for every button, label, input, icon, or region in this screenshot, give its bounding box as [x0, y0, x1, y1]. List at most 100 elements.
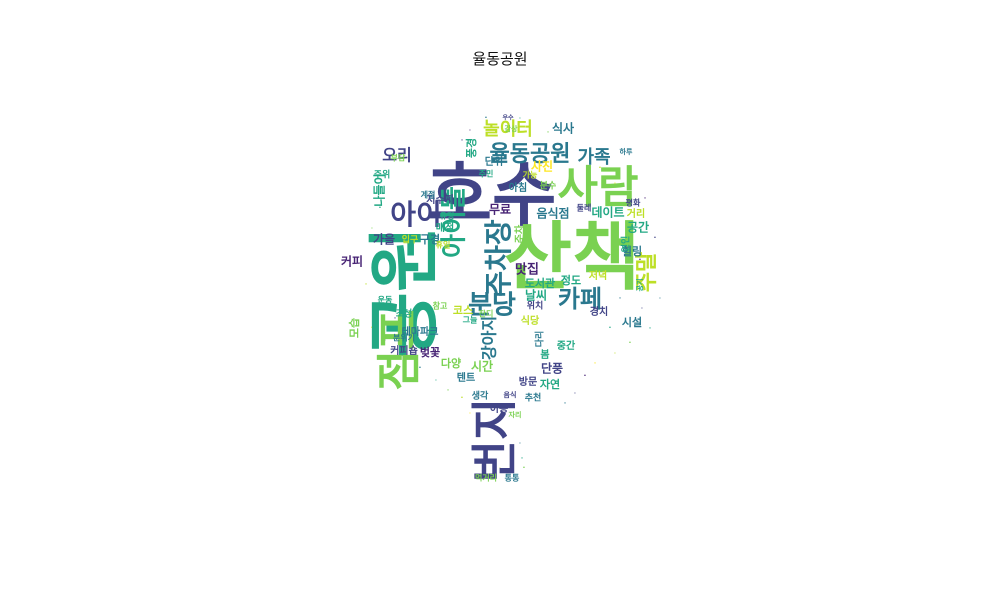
cloud-word: 공간 [627, 220, 649, 235]
cloud-word: 시간 [471, 359, 493, 374]
cloud-word: 우수 [502, 114, 514, 122]
filler-word: · [519, 441, 521, 447]
cloud-word: 참고 [433, 301, 448, 311]
filler-word: · [477, 425, 479, 432]
figure-title: 율동공원 [472, 50, 528, 68]
cloud-word: 이용 [490, 402, 508, 415]
cloud-word: 평화 [626, 198, 641, 208]
cloud-word: 연인 [621, 236, 632, 253]
cloud-word: 하루 [620, 147, 633, 156]
filler-word: · [547, 129, 549, 136]
cloud-word: 무료 [489, 203, 511, 217]
cloud-word: 위치 [527, 300, 544, 312]
cloud-word: 먹거리 [475, 473, 497, 483]
cloud-word: 부담 [391, 153, 406, 163]
cloud-word: 산책 [504, 215, 640, 301]
cloud-word: 음식점 [536, 206, 569, 221]
filler-word: · [384, 338, 386, 344]
filler-word: · [659, 296, 661, 302]
cloud-word: 카페 [558, 285, 602, 313]
filler-word: · [609, 324, 612, 332]
filler-word: · [371, 226, 373, 232]
cloud-word: 추천 [525, 392, 542, 404]
filler-word: · [574, 391, 576, 397]
filler-word: · [564, 400, 566, 407]
filler-word: · [435, 378, 437, 384]
filler-word: · [371, 324, 374, 332]
cloud-word: 번지 [468, 398, 522, 483]
cloud-word: 아이들 [440, 186, 470, 258]
cloud-word: 주차 [513, 224, 526, 243]
filler-word: · [584, 372, 587, 380]
filler-word: · [469, 128, 471, 134]
cloud-word: 나들이 [372, 173, 387, 206]
filler-word: · [523, 464, 526, 472]
filler-word: · [614, 181, 616, 187]
cloud-word: 거리 [627, 207, 645, 220]
cloud-word: 유명 [440, 211, 455, 221]
cloud-word: 계절 [421, 190, 436, 200]
filler-word: · [394, 315, 396, 322]
filler-word: · [499, 466, 501, 472]
filler-word: · [519, 116, 521, 122]
cloud-word: 방문 [519, 375, 537, 388]
cloud-word: 텐트 [457, 371, 475, 384]
cloud-word: 오리 [382, 146, 411, 165]
filler-word: · [469, 411, 471, 417]
cloud-word: 경치 [590, 305, 608, 318]
cloud-word: 음식 [504, 390, 517, 399]
cloud-word: 데이트 [591, 205, 624, 220]
cloud-word: 테마파크 [402, 325, 439, 338]
filler-word: · [487, 457, 489, 464]
cloud-word: 공원 [363, 226, 447, 358]
filler-word: · [419, 364, 422, 372]
cloud-word: 호수 [428, 154, 557, 236]
filler-word: · [644, 195, 646, 202]
cloud-word: 점프 [374, 310, 425, 391]
cloud-word: 힐링 [622, 244, 642, 258]
cloud-word: 아침 [509, 181, 527, 194]
filler-word: · [629, 339, 632, 347]
cloud-word: 가을 [373, 232, 395, 247]
filler-word: · [639, 256, 642, 264]
cloud-word: 공기 [635, 279, 644, 292]
cloud-word: 아이 [390, 198, 442, 231]
filler-word: · [447, 387, 449, 394]
filler-word: · [654, 234, 657, 242]
cloud-word: 분수 [540, 181, 557, 192]
cloud-word: 조성 [396, 308, 413, 320]
cloud-word: 생각 [472, 390, 489, 402]
cloud-word: 커피숍 [390, 344, 418, 357]
cloud-word: 가족 [577, 147, 610, 168]
cloud-word: 통통 [505, 473, 520, 483]
filler-word: · [365, 281, 367, 288]
cloud-word: 분위기 [393, 333, 415, 343]
cloud-word: 입구 [402, 234, 419, 246]
cloud-word: 그늘 [463, 315, 478, 325]
cloud-word: 다양 [441, 356, 461, 370]
cloud-word: 시설 [622, 315, 642, 329]
filler-word: · [379, 204, 382, 212]
cloud-word: 단위 [485, 155, 503, 168]
cloud-word: 주민 [479, 169, 494, 179]
cloud-word: 분당 [468, 291, 516, 321]
cloud-word: 식사 [552, 121, 574, 136]
cloud-word: 모습 [348, 318, 361, 338]
cloud-word: 중간 [557, 339, 576, 352]
cloud-word: 잔디 [479, 309, 494, 319]
cloud-word: 율동공원 [490, 142, 571, 167]
filler-word: · [649, 325, 651, 332]
cloud-word: 둘레 [577, 203, 592, 213]
cloud-word: 도서관 [525, 276, 555, 290]
cloud-word: 사진 [531, 159, 553, 174]
cloud-word: 구경 [420, 232, 440, 246]
cloud-word: 단풍 [541, 361, 563, 376]
cloud-word: 자리 [509, 410, 522, 419]
cloud-word: 맛집 [515, 262, 539, 278]
filler-word: · [619, 295, 621, 302]
cloud-word: 자연 [540, 377, 560, 391]
cloud-word: 주차장 [482, 219, 515, 297]
cloud-word: 휴일 [436, 240, 451, 250]
filler-word: · [451, 172, 453, 178]
